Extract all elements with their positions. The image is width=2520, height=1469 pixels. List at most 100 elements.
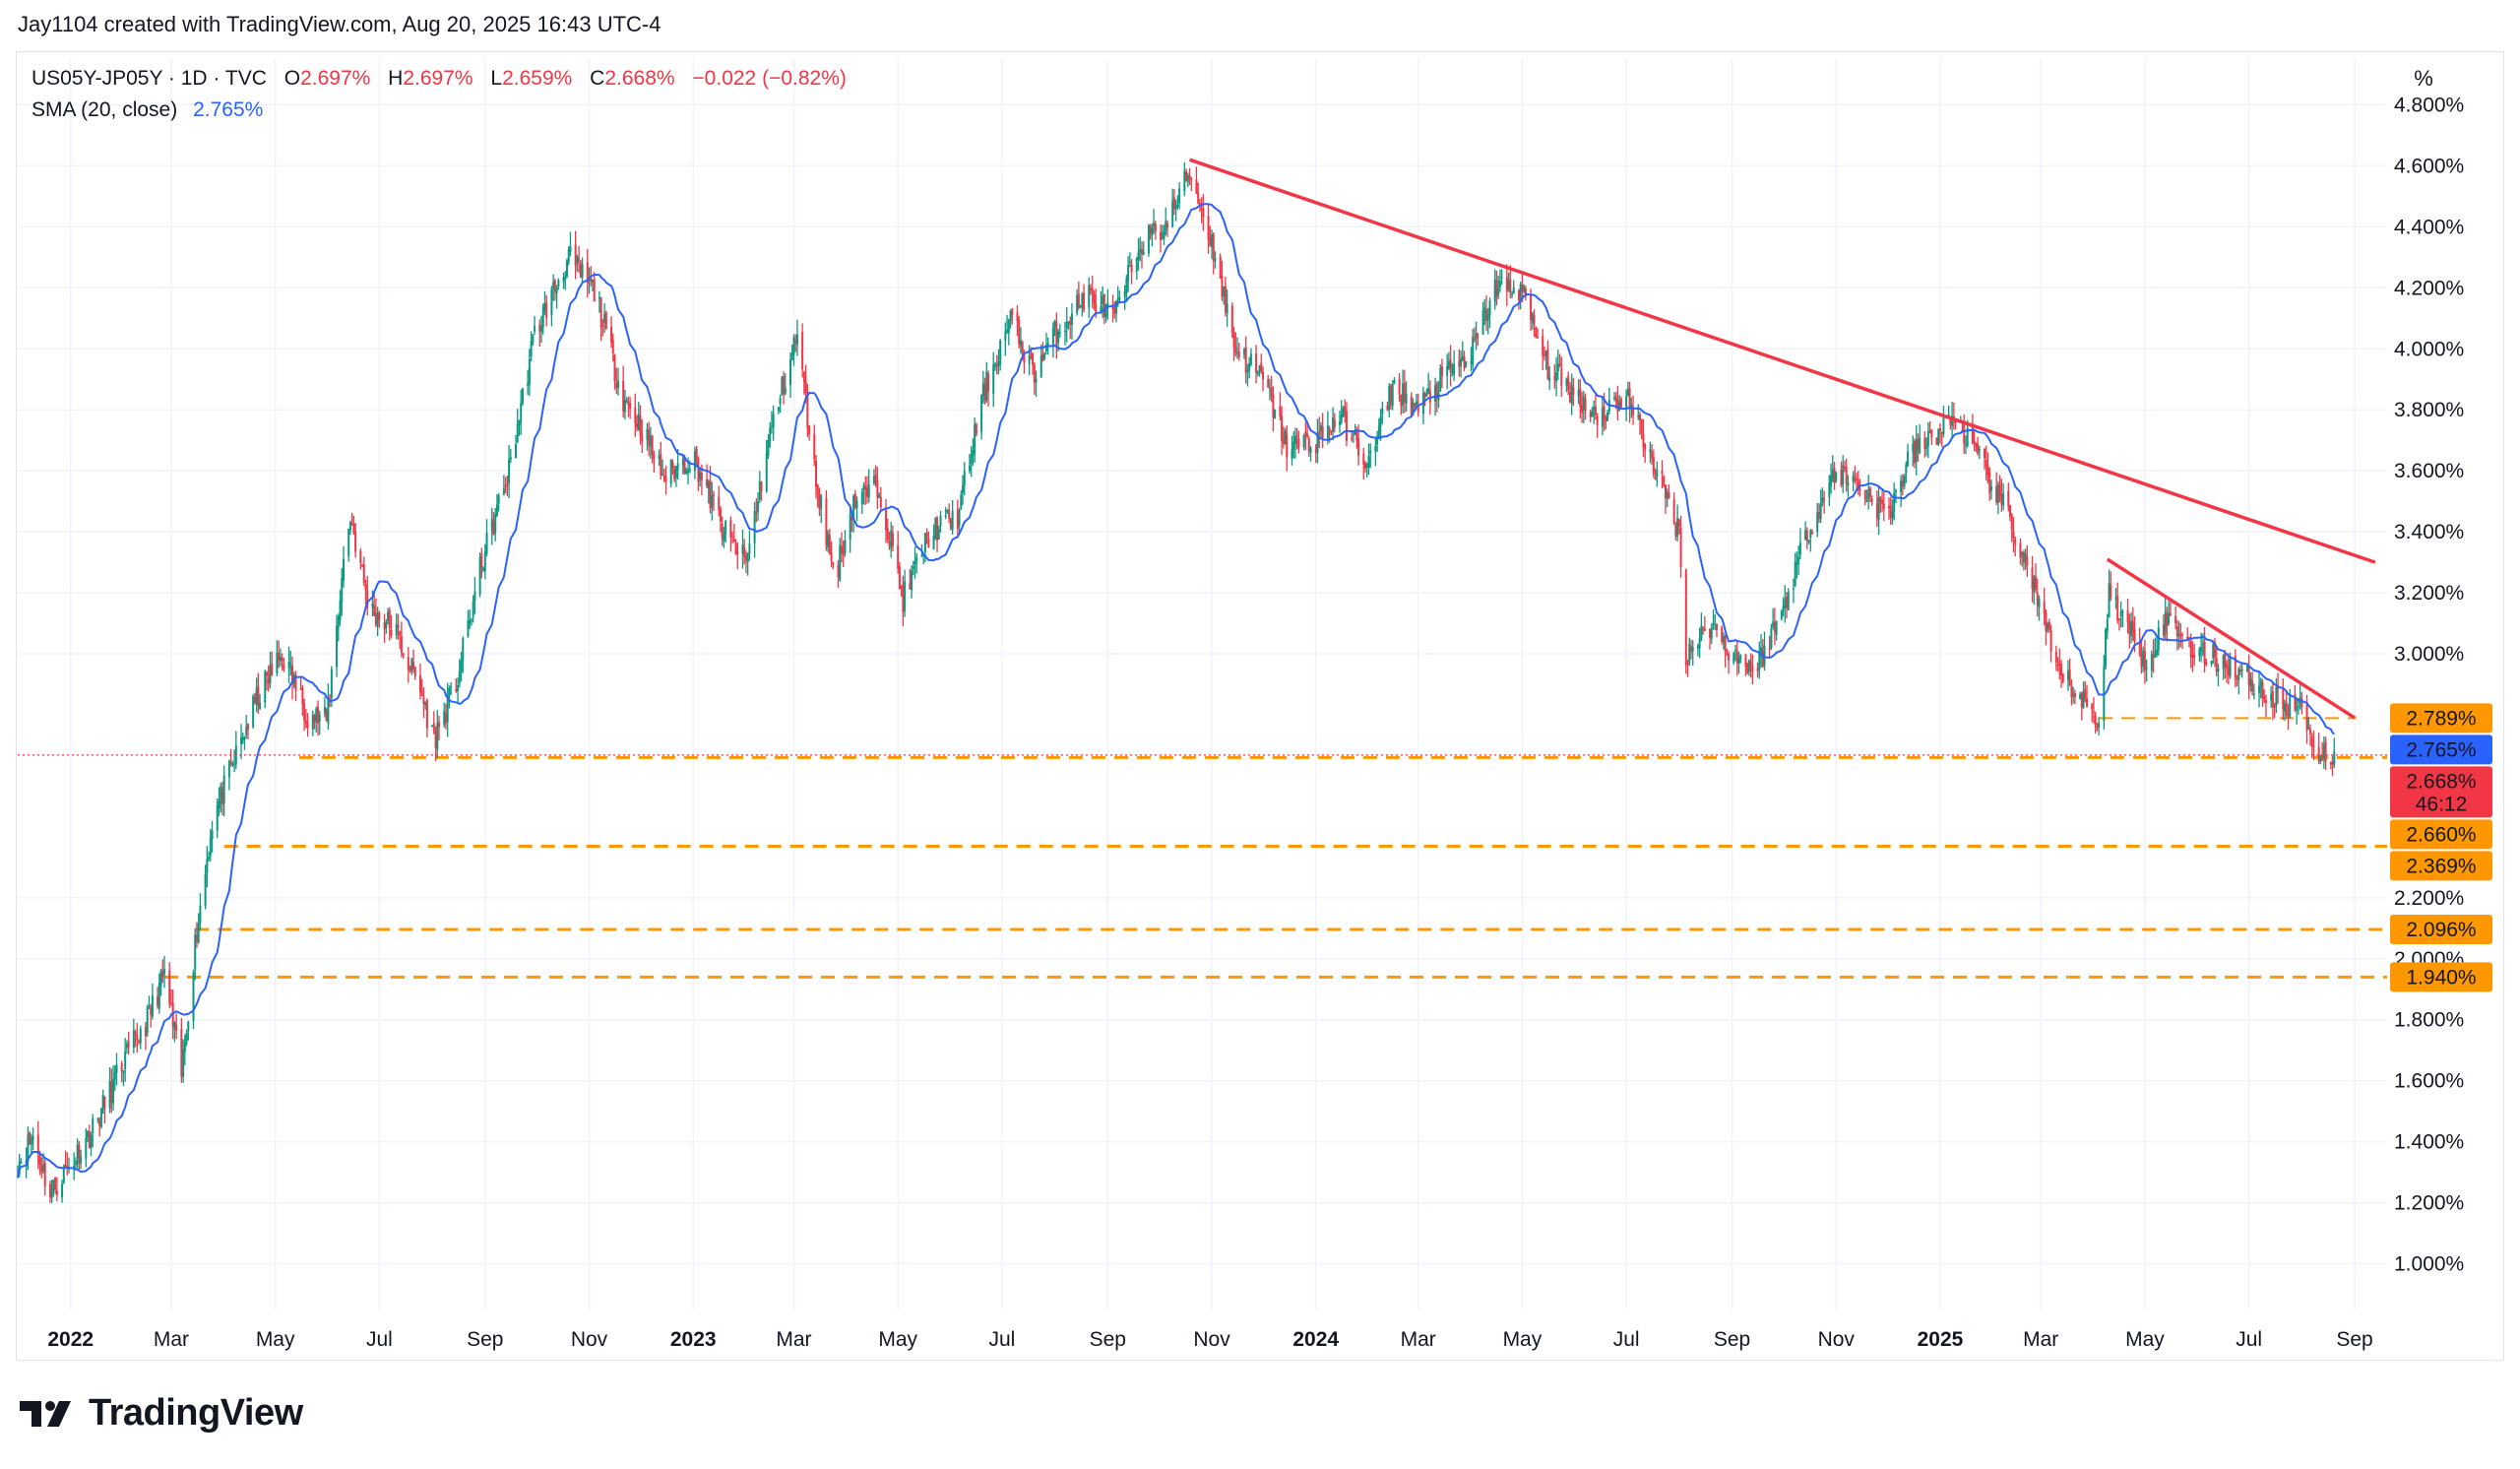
candle-body	[850, 516, 853, 521]
candle-body	[348, 522, 351, 531]
candle-body	[1435, 383, 1438, 398]
candle-body	[2116, 595, 2119, 621]
sma-legend-row: SMA (20, close) 2.765%	[32, 95, 847, 126]
candle-body	[767, 439, 770, 456]
candle-body	[2319, 754, 2322, 762]
candle-body	[1978, 449, 1981, 451]
candle-body	[662, 474, 664, 476]
candle-body	[1398, 379, 1401, 395]
candle-body	[741, 544, 744, 554]
candle-body	[1065, 322, 1068, 329]
candle-body	[1797, 556, 1800, 565]
candle-body	[199, 905, 202, 924]
sma-label[interactable]: SMA (20, close)	[32, 98, 178, 121]
candle-body	[1786, 597, 1789, 608]
candle-body	[1006, 329, 1009, 333]
y-tick-label: 4.600%	[2394, 155, 2464, 177]
candle-body	[1809, 530, 1812, 539]
candle-body	[579, 262, 582, 278]
candle-body	[683, 457, 686, 474]
candle-body	[1938, 427, 1941, 431]
candle-body	[1023, 353, 1026, 363]
unit-toggle-button[interactable]: %	[2414, 66, 2433, 91]
candle-body	[98, 1118, 101, 1126]
candle-body	[753, 511, 756, 543]
candle-body	[457, 684, 460, 692]
trendline[interactable]	[1188, 158, 2376, 564]
candle-body	[390, 629, 393, 636]
candle-body	[1295, 435, 1298, 437]
candle-body	[590, 278, 593, 283]
candle-body	[743, 547, 746, 557]
candle-body	[1209, 237, 1212, 246]
candle-body	[912, 566, 914, 570]
candle-body	[2191, 654, 2194, 658]
candle-body	[1211, 233, 1214, 247]
candle-body	[1913, 440, 1916, 464]
candle-body	[1475, 333, 1478, 340]
price-chart[interactable]: 4.800% 4.600% 4.400% 4.200% 4.000% 3.800% 3.60…	[0, 0, 2520, 1378]
candle-body	[303, 703, 306, 721]
candle-body	[937, 528, 940, 540]
candle-body	[855, 501, 858, 509]
candle-body	[2217, 669, 2220, 672]
candle-body	[1221, 276, 1224, 297]
candle-body	[1715, 623, 1718, 631]
candle-body	[2060, 664, 2063, 676]
candle-body	[2226, 664, 2229, 669]
candle-body	[1954, 420, 1957, 423]
candle-body	[1626, 389, 1629, 396]
candle-body	[1758, 652, 1761, 671]
candle-body	[1903, 476, 1906, 487]
candle-body	[467, 620, 470, 637]
candle-body	[1400, 394, 1403, 407]
candle-body	[1691, 647, 1694, 652]
candle-body	[1197, 192, 1200, 204]
candle-body	[342, 558, 345, 581]
price-marker	[2390, 851, 2492, 881]
candle-body	[1744, 655, 1747, 667]
candle-body	[936, 517, 939, 541]
candle-body	[1977, 443, 1980, 454]
candle-body	[1596, 416, 1599, 425]
candle-body	[1270, 387, 1273, 397]
candle-body	[1565, 378, 1568, 386]
candle-body	[1618, 401, 1621, 410]
trendline[interactable]	[2106, 557, 2357, 720]
candle-body	[2200, 646, 2203, 652]
candle-body	[159, 970, 162, 987]
candle-body	[1865, 500, 1868, 502]
chart-frame	[16, 51, 2504, 1361]
candle-body	[634, 407, 637, 424]
sma-line-group	[17, 203, 2336, 1178]
candle-body	[399, 631, 402, 636]
candle-body	[1833, 468, 1836, 483]
candle-body	[1710, 627, 1713, 639]
candle-body	[2289, 693, 2292, 718]
candle-body	[1674, 525, 1677, 537]
candle-body	[1055, 322, 1058, 346]
candle-body	[2092, 711, 2095, 713]
candle-body	[1984, 448, 1986, 458]
candle-body	[1847, 482, 1850, 486]
candle-body	[388, 609, 391, 628]
candle-body	[2236, 678, 2238, 680]
candle-body	[2174, 615, 2177, 623]
candle-body	[85, 1137, 88, 1159]
candle-body	[1405, 393, 1408, 404]
symbol-label[interactable]: US05Y-JP05Y · 1D · TVC	[32, 67, 267, 90]
candle-body	[1881, 499, 1884, 504]
candle-body	[1877, 497, 1880, 520]
price-marker-label: 2.096%	[2406, 919, 2476, 941]
candle-body	[564, 276, 567, 280]
candle-body	[1505, 277, 1508, 291]
candle-body	[301, 687, 304, 705]
candle-body	[1816, 511, 1819, 533]
candle-body	[1274, 409, 1277, 419]
candle-body	[1548, 377, 1551, 382]
candle-body	[1737, 658, 1740, 664]
candle-body	[1593, 406, 1596, 412]
candle-body	[306, 723, 309, 728]
candle-body	[960, 494, 963, 509]
candle-body	[541, 307, 544, 328]
